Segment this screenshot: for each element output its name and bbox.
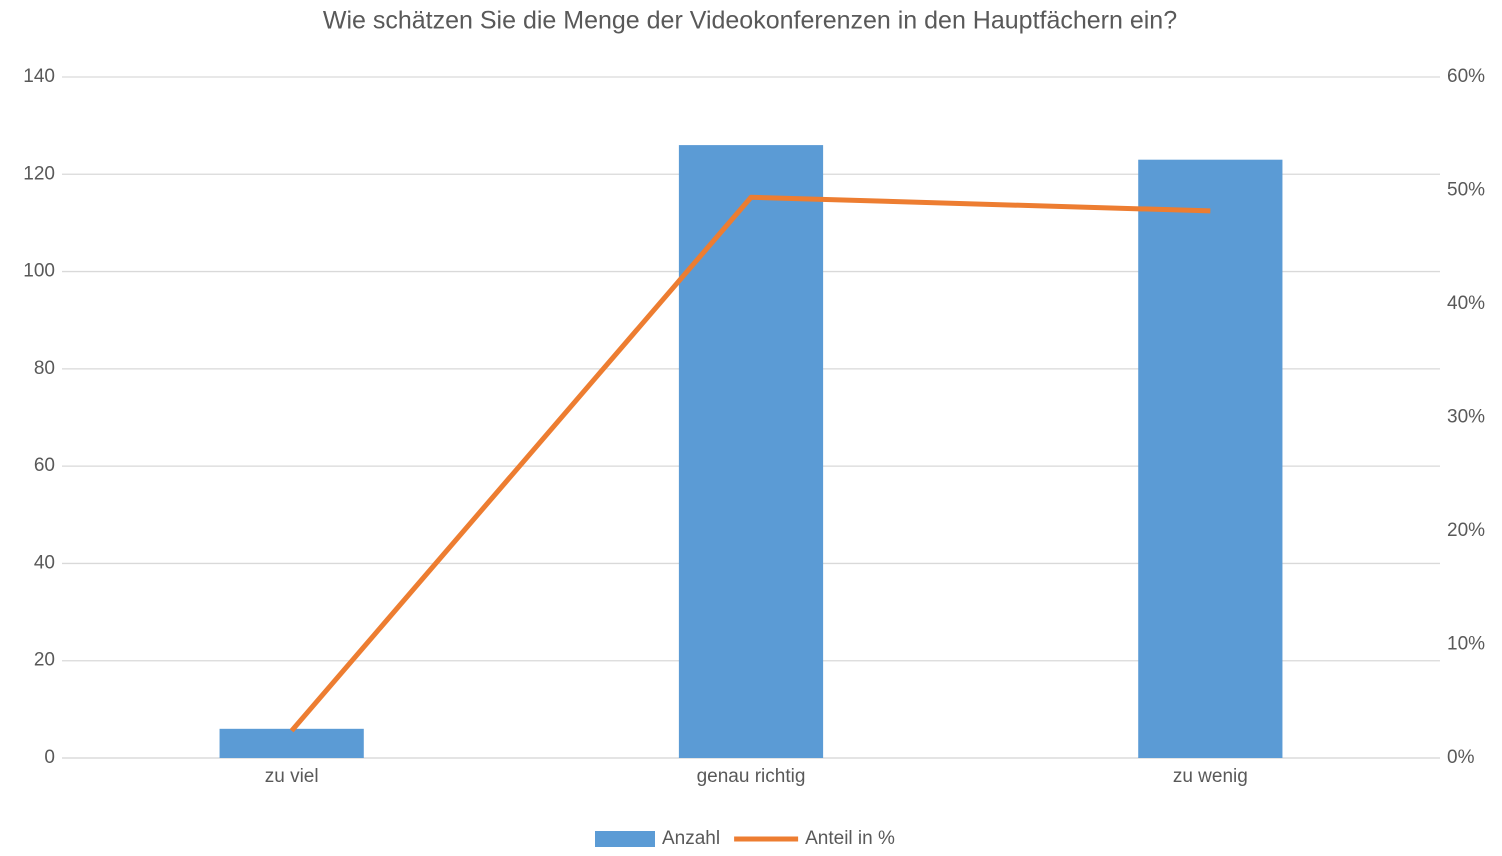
chart-title: Wie schätzen Sie die Menge der Videokonf… [323,7,1177,35]
y2-tick-label: 50% [1447,180,1485,201]
y-tick-label: 0 [44,747,55,768]
y2-tick-label: 60% [1447,66,1485,87]
bar [219,728,364,758]
x-tick-label: zu wenig [1173,766,1248,787]
y-tick-label: 40 [34,552,55,573]
legend-label: Anzahl [662,828,720,849]
y2-tick-label: 40% [1447,293,1485,314]
y-tick-label: 20 [34,650,55,671]
y2-tick-label: 10% [1447,634,1485,655]
y2-tick-label: 20% [1447,520,1485,541]
x-tick-label: zu viel [265,766,319,787]
y2-tick-label: 30% [1447,407,1485,428]
y-tick-label: 60 [34,455,55,476]
legend-label: Anteil in % [805,828,895,849]
y-tick-label: 120 [23,163,55,184]
y-tick-label: 100 [23,261,55,282]
line [289,194,1211,733]
y-tick-label: 80 [34,358,55,379]
bar [1138,159,1283,758]
x-tick-label: genau richtig [697,766,806,787]
legend-swatch [595,831,655,847]
y-tick-label: 140 [23,66,55,87]
bar [678,145,824,759]
y2-tick-label: 0% [1447,747,1475,768]
